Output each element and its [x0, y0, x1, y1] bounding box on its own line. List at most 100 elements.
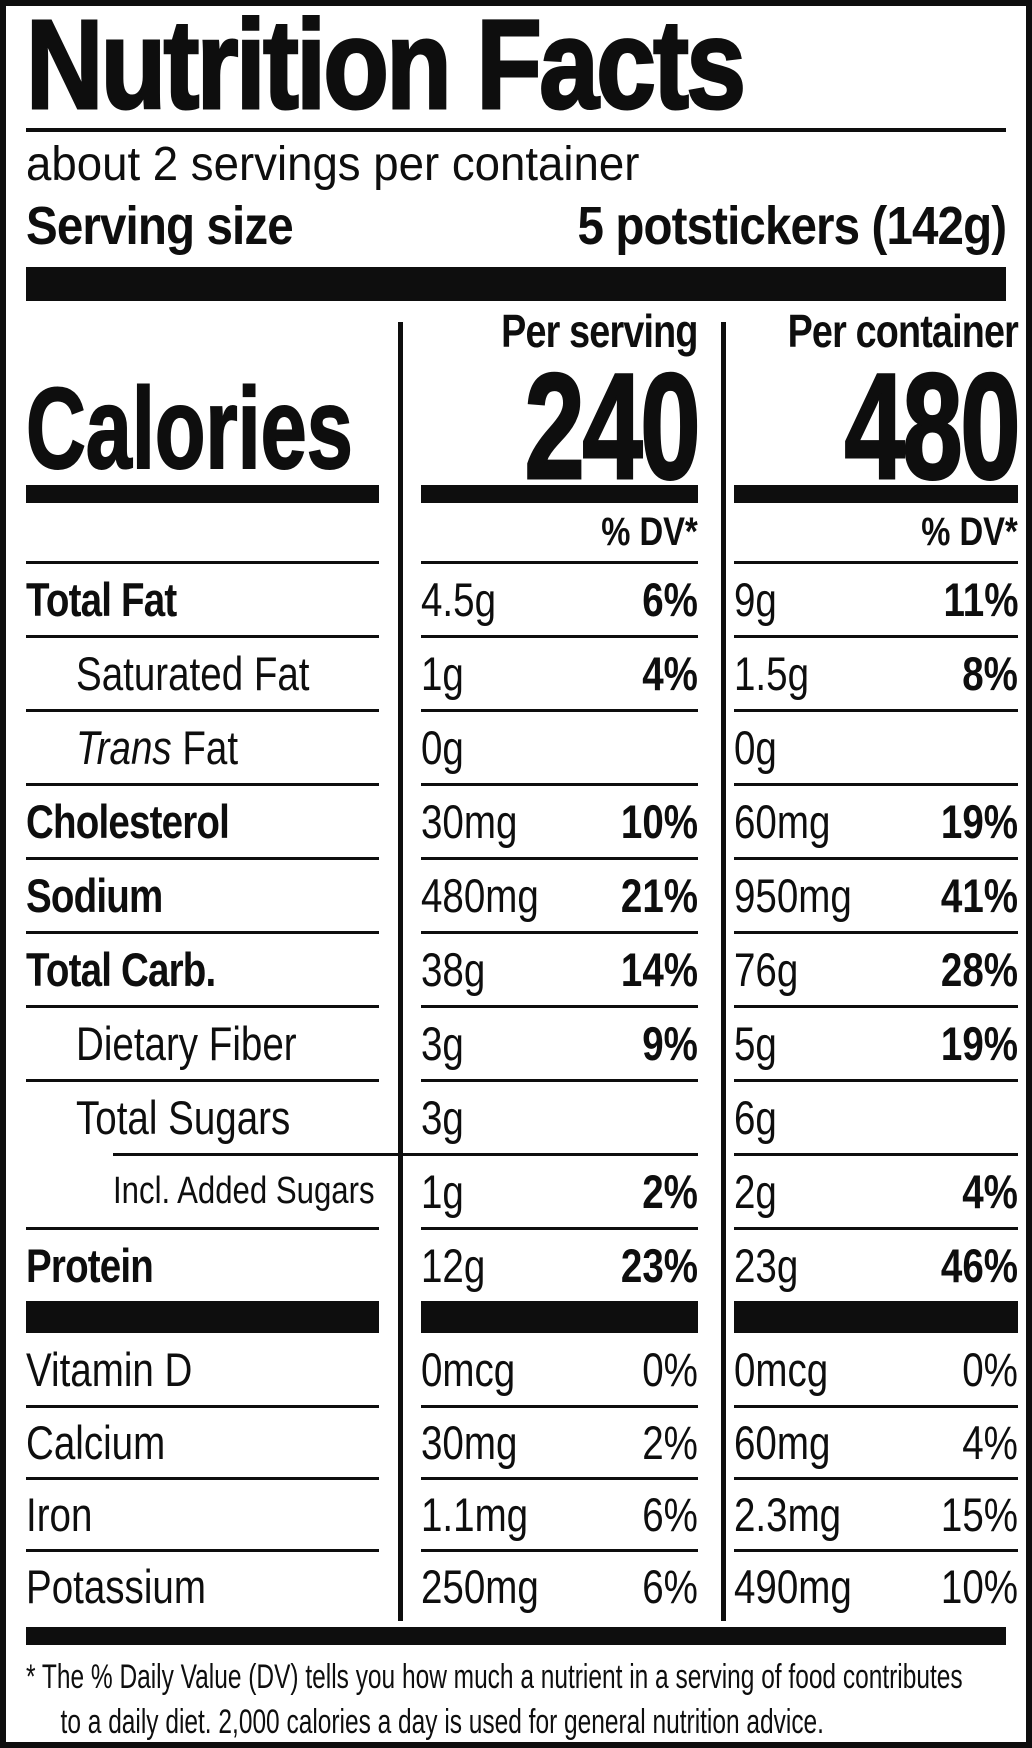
nutrient-label: Cholesterol — [26, 783, 379, 857]
serving-size-value: 5 potstickers (142g) — [577, 196, 1007, 256]
footnote: * The % Daily Value (DV) tells you how m… — [26, 1655, 1006, 1742]
serving-dv: 2% — [642, 1416, 698, 1469]
container-amount: 2g — [734, 1165, 777, 1218]
nutrient-row-trans-fat: Trans Fat 0g 0g — [26, 709, 1018, 783]
serving-amount: 30mg — [421, 1416, 518, 1469]
footnote-line-1: * The % Daily Value (DV) tells you how m… — [26, 1658, 963, 1696]
serving-amount: 0mcg — [421, 1342, 516, 1396]
nutrient-row-total-carb: Total Carb. 38g 14% 76g 28% — [26, 931, 1018, 1005]
calories-header-row: Per serving Per container — [26, 301, 1019, 361]
nutrient-row-added-sugars: Incl. Added Sugars 1g 2% 2g 4% — [26, 1153, 1018, 1227]
nutrient-label: Saturated Fat — [26, 635, 379, 709]
container-dv: 28% — [940, 943, 1018, 996]
thick-rule — [421, 485, 698, 503]
vitamin-row-potassium: Potassium 250mg 6% 490mg 10% — [26, 1549, 1018, 1621]
container-dv: 0% — [962, 1342, 1018, 1396]
container-dv: 4% — [962, 1165, 1018, 1218]
title-divider — [26, 128, 1006, 132]
column-divider — [398, 361, 403, 485]
serving-amount: 4.5g — [421, 573, 497, 626]
nutrient-label: Iron — [26, 1477, 379, 1549]
thick-rule — [26, 485, 379, 503]
nutrient-label: Incl. Added Sugars — [26, 1153, 432, 1227]
container-dv: 19% — [940, 795, 1018, 848]
dv-header-serving: % DV* — [601, 509, 698, 554]
thick-rule — [734, 485, 1018, 503]
page-title: Nutrition Facts — [25, 0, 1006, 135]
nutrient-label: Total Carb. — [26, 931, 379, 1005]
container-amount: 76g — [734, 943, 799, 996]
serving-dv: 21% — [620, 869, 698, 922]
container-amount: 2.3mg — [734, 1488, 842, 1541]
serving-dv: 10% — [620, 795, 698, 848]
per-serving-header: Per serving — [501, 305, 699, 357]
nutrient-label: Total Sugars — [26, 1079, 379, 1153]
nutrient-row-cholesterol: Cholesterol 30mg 10% 60mg 19% — [26, 783, 1018, 857]
footnote-line-2: to a daily diet. 2,000 calories a day is… — [60, 1703, 824, 1741]
thick-rule — [734, 1301, 1018, 1333]
serving-dv: 9% — [642, 1017, 698, 1070]
vitamin-row-calcium: Calcium 30mg 2% 60mg 4% — [26, 1405, 1018, 1477]
serving-amount: 480mg — [421, 869, 539, 922]
column-divider — [721, 361, 726, 485]
nutrient-label: Protein — [26, 1227, 379, 1301]
container-amount: 6g — [734, 1091, 777, 1144]
serving-amount: 0g — [421, 721, 464, 774]
nutrient-label: Total Fat — [26, 561, 379, 635]
serving-size-row: Serving size 5 potstickers (142g) — [26, 195, 1007, 257]
container-dv: 19% — [940, 1017, 1018, 1070]
serving-amount: 3g — [421, 1017, 464, 1070]
serving-dv: 6% — [642, 1488, 698, 1541]
vitamins-separator-row — [26, 1301, 1018, 1333]
container-dv: 46% — [940, 1239, 1018, 1292]
serving-dv: 2% — [642, 1165, 698, 1218]
container-amount: 60mg — [734, 795, 831, 848]
section-separator-bar — [26, 267, 1006, 301]
nutrient-row-total-fat: Total Fat 4.5g 6% 9g 11% — [26, 561, 1018, 635]
nutrient-row-total-sugars: Total Sugars 3g 6g — [26, 1079, 1018, 1153]
serving-amount: 1g — [421, 647, 464, 700]
container-amount: 950mg — [734, 869, 852, 922]
container-amount: 490mg — [734, 1560, 852, 1613]
container-amount: 9g — [734, 573, 777, 626]
container-dv: 15% — [940, 1488, 1018, 1541]
serving-dv: 14% — [620, 943, 698, 996]
serving-dv: 0% — [642, 1342, 698, 1396]
nutrient-label: Vitamin D — [26, 1342, 193, 1396]
nutrient-label: Calcium — [26, 1405, 379, 1477]
container-dv: 41% — [940, 869, 1018, 922]
serving-size-label: Serving size — [26, 196, 294, 256]
serving-dv: 4% — [642, 647, 698, 700]
calories-underline-row — [26, 485, 1018, 503]
serving-amount: 12g — [421, 1239, 486, 1292]
per-container-header: Per container — [787, 305, 1019, 357]
container-dv: 10% — [940, 1560, 1018, 1613]
nutrient-label: Potassium — [26, 1549, 379, 1621]
container-amount: 1.5g — [734, 647, 810, 700]
serving-dv: 6% — [642, 1560, 698, 1613]
serving-amount: 1.1mg — [421, 1488, 529, 1541]
nutrient-label: Dietary Fiber — [26, 1005, 379, 1079]
serving-amount: 3g — [421, 1091, 464, 1144]
column-divider — [398, 301, 403, 361]
serving-dv: 23% — [620, 1239, 698, 1292]
footnote-separator-bar — [26, 1627, 1006, 1645]
container-amount: 60mg — [734, 1416, 831, 1469]
title-text: Nutrition Facts — [25, 0, 748, 135]
thick-rule — [421, 1301, 698, 1333]
container-dv: 4% — [962, 1416, 1018, 1469]
container-amount: 0mcg — [734, 1342, 829, 1396]
dv-header-row: % DV* % DV* — [26, 503, 1018, 561]
nutrient-row-dietary-fiber: Dietary Fiber 3g 9% 5g 19% — [26, 1005, 1018, 1079]
nutrient-row-sodium: Sodium 480mg 21% 950mg 41% — [26, 857, 1018, 931]
nutrient-row-protein: Protein 12g 23% 23g 46% — [26, 1227, 1018, 1301]
vitamin-row-vitamin-d: Vitamin D 0mcg 0% 0mcg 0% — [26, 1333, 1018, 1405]
serving-amount: 30mg — [421, 795, 518, 848]
serving-amount: 38g — [421, 943, 486, 996]
calories-label: Calories — [25, 365, 353, 493]
column-divider — [721, 301, 726, 361]
serving-dv: 6% — [642, 573, 698, 626]
container-dv: 8% — [962, 647, 1018, 700]
calories-per-container-value: 480 — [843, 342, 1021, 510]
